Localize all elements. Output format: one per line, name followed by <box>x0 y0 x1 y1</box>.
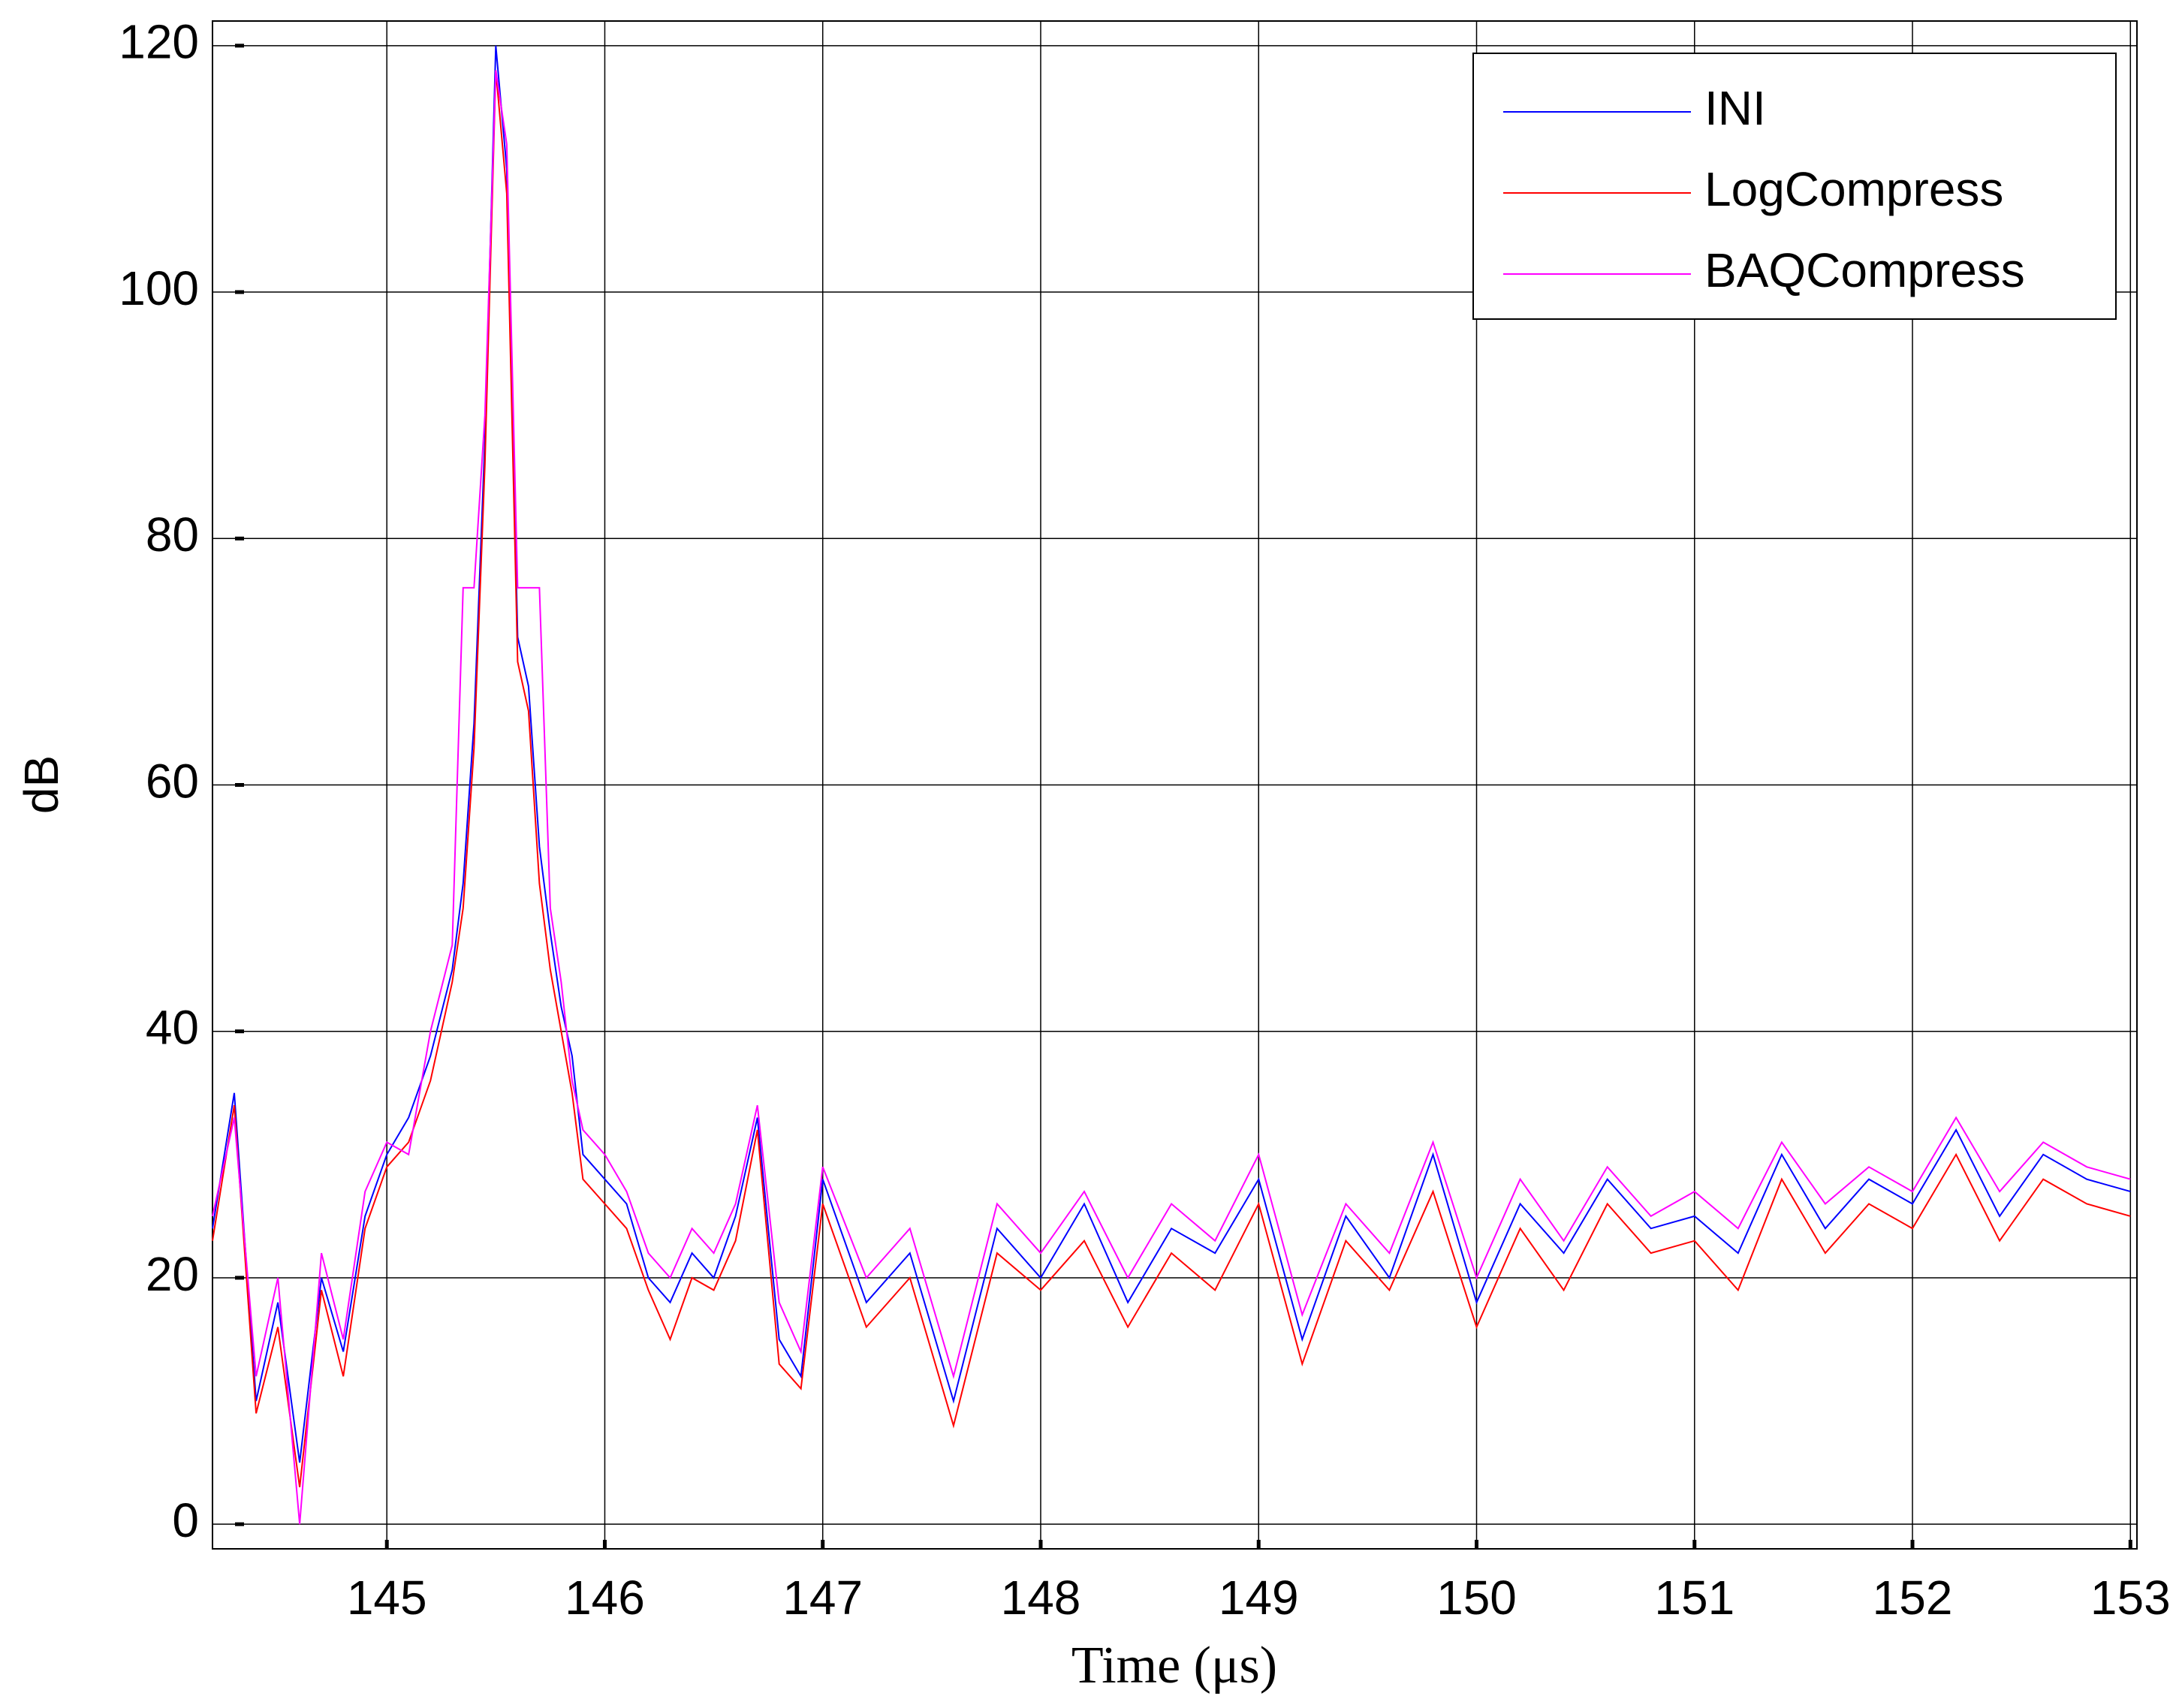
x-tick-label: 148 <box>1001 1571 1081 1625</box>
x-tick-label: 145 <box>347 1571 427 1625</box>
x-tick-label: 147 <box>782 1571 863 1625</box>
legend-label: BAQCompress <box>1704 243 2025 297</box>
y-tick-label: 20 <box>146 1247 199 1301</box>
y-axis-title: dB <box>14 755 68 814</box>
x-tick-label: 152 <box>1873 1571 1953 1625</box>
y-tick-label: 120 <box>119 15 199 69</box>
x-tick-label: 149 <box>1219 1571 1299 1625</box>
y-tick-label: 100 <box>119 261 199 315</box>
x-tick-label: 150 <box>1436 1571 1517 1625</box>
legend-label: INI <box>1704 81 1766 135</box>
series-line <box>212 70 2131 1488</box>
x-tick-label: 153 <box>2090 1571 2171 1625</box>
y-tick-label: 40 <box>146 1001 199 1055</box>
x-tick-label: 151 <box>1654 1571 1734 1625</box>
y-tick-label: 60 <box>146 754 199 808</box>
series-line <box>212 70 2131 1525</box>
series-line <box>212 45 2131 1463</box>
y-tick-label: 0 <box>172 1493 199 1547</box>
x-tick-label: 146 <box>565 1571 645 1625</box>
y-tick-label: 80 <box>146 508 199 562</box>
legend-label: LogCompress <box>1704 162 2003 216</box>
x-axis-title: Time (μs) <box>1071 1637 1277 1694</box>
